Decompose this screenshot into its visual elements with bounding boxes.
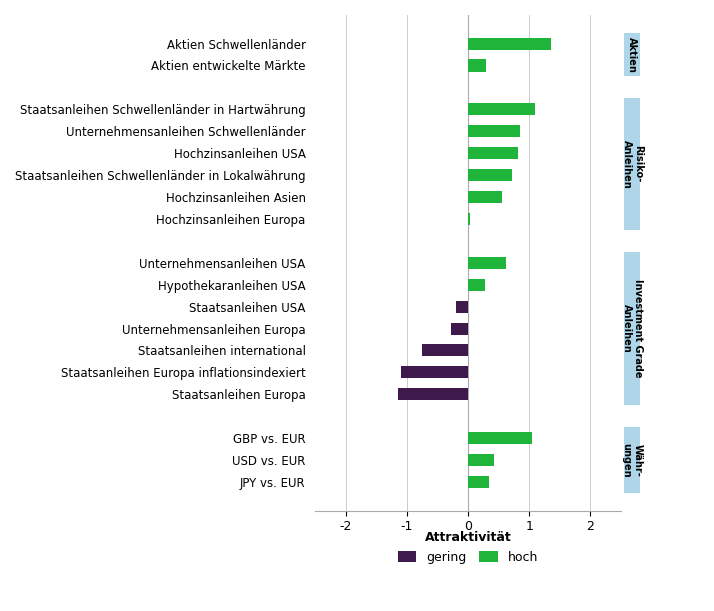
Text: Investment Grade
Anleihen: Investment Grade Anleihen [622, 279, 643, 378]
Bar [468, 257, 506, 269]
Bar [468, 37, 550, 49]
Bar [468, 454, 493, 466]
Bar [468, 125, 520, 137]
Bar [456, 301, 468, 313]
Text: Risiko-
Anleihen: Risiko- Anleihen [622, 140, 643, 189]
Text: Währ-
ungen: Währ- ungen [622, 443, 643, 477]
Bar [468, 432, 532, 444]
Legend: gering, hoch: gering, hoch [393, 527, 543, 569]
Bar [468, 476, 489, 488]
Bar [468, 213, 471, 225]
FancyBboxPatch shape [625, 252, 640, 405]
Bar [468, 169, 512, 181]
Bar [468, 103, 536, 115]
Bar [468, 279, 485, 291]
Text: Aktien: Aktien [628, 37, 638, 73]
Bar [451, 323, 468, 335]
Bar [468, 59, 486, 71]
FancyBboxPatch shape [625, 427, 640, 493]
Bar [422, 345, 468, 356]
FancyBboxPatch shape [625, 98, 640, 230]
Bar [401, 367, 468, 378]
Bar [468, 191, 502, 203]
FancyBboxPatch shape [625, 32, 640, 76]
Bar [468, 147, 518, 159]
Bar [398, 388, 468, 400]
